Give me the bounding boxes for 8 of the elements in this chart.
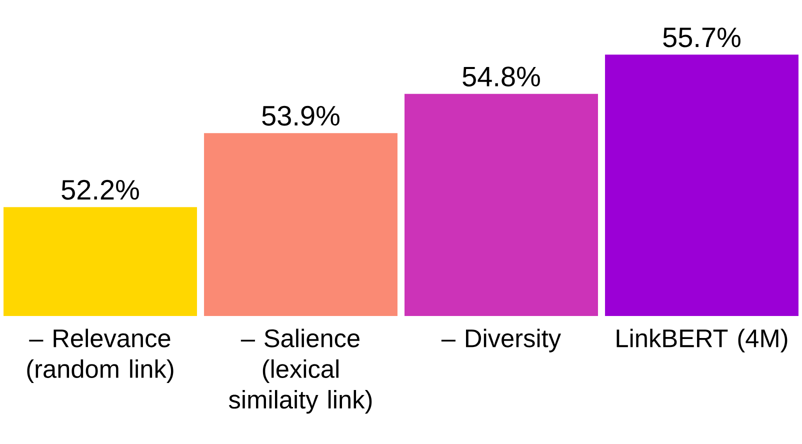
x-tick-label: – Relevance (random link) [27, 328, 174, 383]
data-label: 55.7% [663, 28, 740, 48]
x-tick-label: – Diversity [441, 328, 561, 352]
data-label: 52.2% [62, 180, 139, 200]
data-label: 53.9% [262, 106, 340, 126]
x-tick-label: LinkBERT (4M) [616, 328, 788, 352]
data-label: 54.8% [462, 66, 540, 86]
x-tick-label: – Salience (lexical similaity link) [228, 328, 372, 414]
